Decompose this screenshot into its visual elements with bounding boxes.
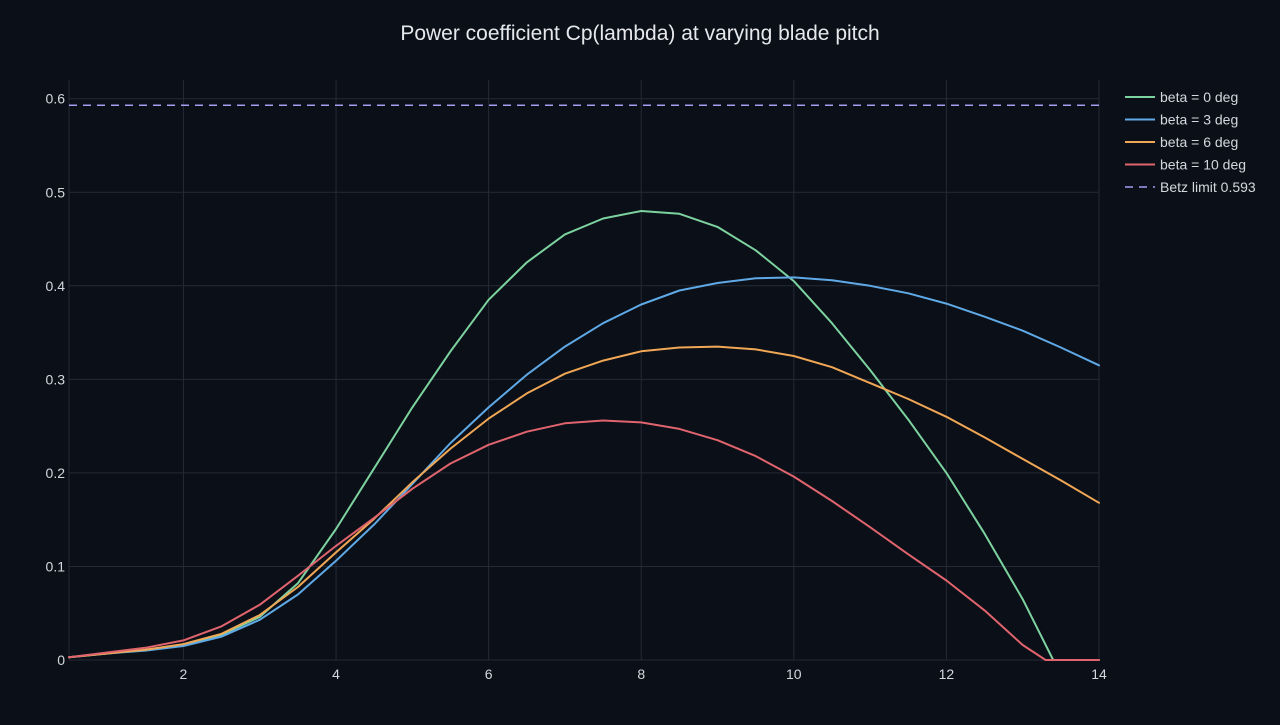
y-tick-label: 0.5 [46,184,66,200]
legend-item[interactable]: beta = 3 deg [1125,112,1238,128]
legend-label: beta = 3 deg [1160,112,1238,128]
y-tick-label: 0 [57,652,65,668]
legend-label: beta = 10 deg [1160,157,1246,173]
axis-ticks: 2 4 6 8 10 12 14 0 0.1 0.2 0.3 0.4 0.5 0.6 [46,91,1107,682]
series-line-1 [68,276,1100,659]
legend-label: Betz limit 0.593 [1160,179,1256,195]
y-tick-label: 0.3 [46,371,66,387]
x-tick-label: 8 [637,666,645,682]
x-tick-label: 6 [485,666,493,682]
y-tick-label: 0.2 [46,465,66,481]
x-tick-label: 4 [332,666,340,682]
legend[interactable]: beta = 0 deg beta = 3 deg beta = 6 deg beta… [1125,89,1256,195]
series-lines [68,104,1100,661]
legend-label: beta = 0 deg [1160,89,1238,105]
legend-item[interactable]: beta = 10 deg [1125,157,1246,173]
x-tick-label: 2 [180,666,188,682]
y-tick-label: 0.4 [46,278,66,294]
legend-item[interactable]: beta = 6 deg [1125,134,1238,150]
x-tick-label: 14 [1091,666,1107,682]
chart-title: Power coefficient Cp(lambda) at varying … [400,22,879,45]
y-tick-label: 0.6 [46,91,66,107]
x-tick-label: 12 [939,666,955,682]
legend-item[interactable]: beta = 0 deg [1125,89,1238,105]
legend-item[interactable]: Betz limit 0.593 [1125,179,1256,195]
x-tick-label: 10 [786,666,802,682]
y-tick-label: 0.1 [46,558,66,574]
legend-label: beta = 6 deg [1160,134,1238,150]
series-line-0 [68,210,1100,661]
series-line-2 [68,345,1100,659]
series-line-3 [68,419,1100,661]
